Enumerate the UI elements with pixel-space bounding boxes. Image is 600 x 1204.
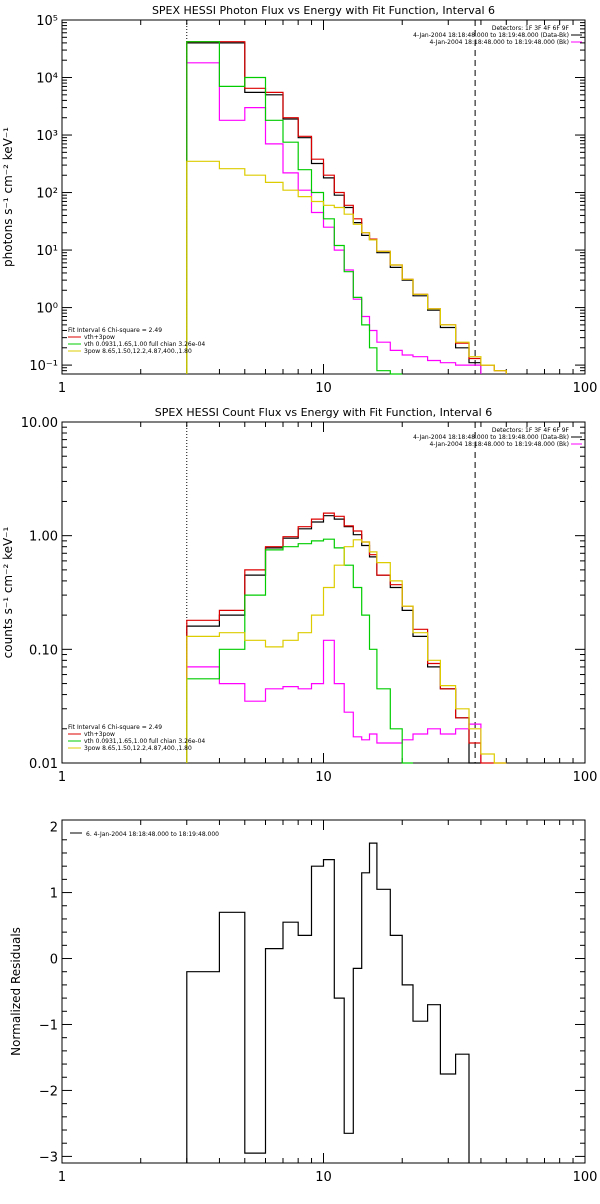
- x-tick-label-0: 100: [573, 381, 598, 396]
- y-axis-label-0: photons s⁻¹ cm⁻² keV⁻¹: [1, 127, 15, 267]
- y-tick-label-0: 10⁰: [36, 302, 58, 317]
- x-tick-label-1: 10: [315, 770, 332, 785]
- y-tick-label-1: 0.10: [29, 643, 58, 658]
- x-tick-label-1: 1: [58, 770, 66, 785]
- y-tick-label-0: 10⁻¹: [29, 359, 58, 374]
- series-line-1-3: [186, 538, 413, 764]
- y-tick-label-1: 10.00: [21, 416, 58, 431]
- fit-legend-text-0: 3pow 8.65,1.50,12.2,4.87,400.,1.80: [84, 348, 192, 355]
- y-tick-label-2: −3: [39, 1150, 58, 1165]
- info-text-1: Detectors: 1F 3F 4F 6F 9F: [492, 427, 570, 434]
- y-tick-label-0: 10²: [36, 187, 58, 202]
- series-line-0-1: [186, 62, 482, 374]
- y-tick-label-2: 2: [50, 821, 58, 836]
- series-line-1-2: [186, 512, 507, 764]
- y-tick-label-2: −2: [39, 1084, 58, 1099]
- x-tick-label-1: 100: [573, 770, 598, 785]
- y-tick-label-0: 10³: [36, 129, 58, 144]
- series-line-0-3: [186, 41, 403, 375]
- info-text-0: Detectors: 1F 3F 4F 6F 9F: [492, 25, 570, 32]
- series-line-1-0: [186, 515, 481, 764]
- fit-legend-text-0: Fit Interval 6 Chi-square = 2.49: [68, 327, 162, 334]
- y-tick-label-0: 10⁵: [36, 14, 58, 29]
- y-tick-label-1: 1.00: [29, 530, 58, 545]
- x-tick-label-2: 1: [58, 1170, 66, 1185]
- fit-legend-text-0: vth+3pow: [84, 334, 115, 341]
- info-text-0: 4-Jan-2004 18:18:48.000 to 18:19:48.000 …: [413, 32, 569, 39]
- series-line-0-0: [186, 42, 482, 374]
- chart-title-0: SPEX HESSI Photon Flux vs Energy with Fi…: [152, 4, 495, 17]
- y-axis-label-2: Normalized Residuals: [9, 927, 23, 1056]
- y-tick-label-2: −1: [39, 1018, 58, 1033]
- series-line-2-0: [186, 842, 470, 1163]
- series-line-1-1: [186, 639, 482, 763]
- fit-legend-text-1: vth+3pow: [84, 731, 115, 738]
- x-tick-label-0: 1: [58, 381, 66, 396]
- residual-legend-text: 6. 4-Jan-2004 18:18:48.000 to 18:19:48.0…: [86, 831, 219, 838]
- fit-legend-text-1: vth 0.0931,1.65,1.00 full chian 3.26e-04: [84, 738, 205, 745]
- info-text-1: 4-Jan-2004 18:18:48.000 to 18:19:48.000 …: [429, 441, 569, 448]
- chart-title-1: SPEX HESSI Count Flux vs Energy with Fit…: [155, 406, 492, 419]
- y-tick-label-1: 0.01: [29, 757, 58, 772]
- y-tick-label-2: 0: [50, 953, 58, 968]
- plot-frame-2: [61, 819, 586, 1164]
- fit-legend-text-0: vth 0.0931,1.65,1.00 full chian 3.26e-04: [84, 341, 205, 348]
- series-line-0-4: [186, 160, 507, 374]
- info-text-0: 4-Jan-2004 18:18:48.000 to 18:19:48.000 …: [429, 39, 569, 46]
- y-tick-label-0: 10⁴: [36, 72, 58, 87]
- series-line-1-4: [186, 539, 507, 764]
- y-tick-label-2: 1: [50, 887, 58, 902]
- x-tick-label-2: 100: [573, 1170, 598, 1185]
- y-tick-label-0: 10¹: [36, 244, 58, 259]
- x-tick-label-2: 10: [315, 1170, 332, 1185]
- fit-legend-text-1: Fit Interval 6 Chi-square = 2.49: [68, 724, 162, 731]
- info-text-1: 4-Jan-2004 18:18:48.000 to 18:19:48.000 …: [413, 434, 569, 441]
- y-axis-label-1: counts s⁻¹ cm⁻² keV⁻¹: [1, 526, 15, 658]
- x-tick-label-0: 10: [315, 381, 332, 396]
- fit-legend-text-1: 3pow 8.65,1.50,12.2,4.87,400.,1.80: [84, 745, 192, 752]
